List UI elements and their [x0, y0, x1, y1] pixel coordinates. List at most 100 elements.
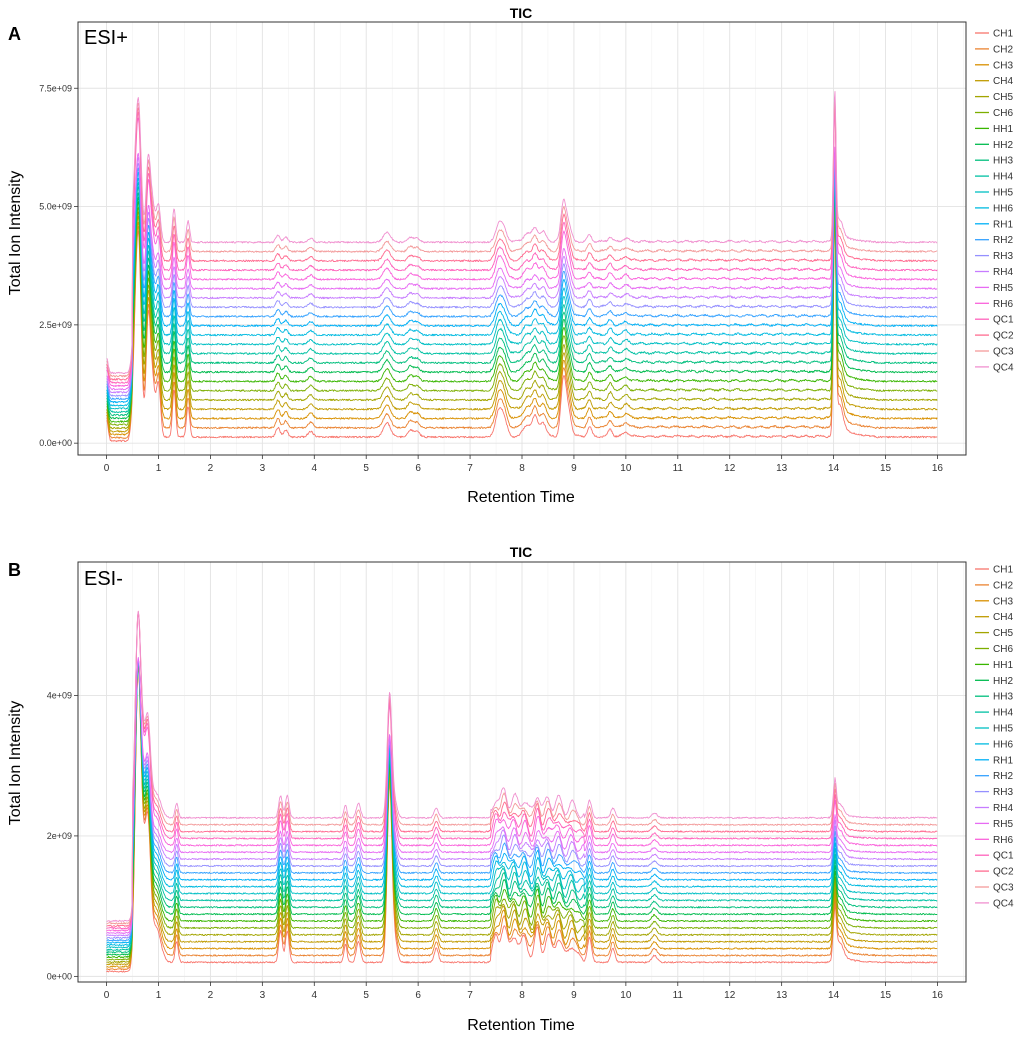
- x-tick-label: 1: [156, 463, 162, 474]
- legend-label: QC1: [993, 315, 1014, 326]
- x-tick-label: 14: [828, 463, 840, 474]
- series-line-hh5: [106, 660, 938, 949]
- y-axis-label: Total Ion Intensity: [7, 701, 24, 826]
- legend-label: RH6: [993, 835, 1013, 846]
- legend-label: QC3: [993, 347, 1014, 358]
- legend-label: RH2: [993, 235, 1013, 246]
- x-tick-label: 5: [363, 463, 369, 474]
- legend-label: HH4: [993, 708, 1013, 719]
- legend-label: CH1: [993, 29, 1013, 40]
- y-tick-label: 7.5e+09: [39, 83, 72, 93]
- x-tick-label: 4: [311, 990, 317, 1001]
- legend-label: RH3: [993, 787, 1013, 798]
- legend-label: HH5: [993, 724, 1013, 735]
- legend-label: RH1: [993, 755, 1013, 766]
- chart-title: TIC: [510, 5, 533, 21]
- series-line-ch1: [106, 221, 938, 443]
- panel-b: B TIC 0 1 2 3 4 5 6 7 8 9 10 11 12 13 14 15 160e+002e+09…: [7, 544, 1014, 1034]
- x-tick-label: 11: [673, 463, 684, 474]
- series-line-rh2: [106, 160, 938, 400]
- x-tick-label: 4: [311, 463, 317, 474]
- series-line-ch3: [106, 211, 938, 436]
- x-tick-label: 16: [932, 990, 944, 1001]
- x-tick-label: 15: [880, 463, 892, 474]
- series-line-hh2: [106, 188, 938, 420]
- legend-label: RH4: [993, 267, 1013, 278]
- legend-label: HH6: [993, 739, 1013, 750]
- x-tick-label: 7: [467, 990, 473, 1001]
- x-tick-label: 15: [880, 990, 892, 1001]
- x-tick-label: 13: [776, 463, 788, 474]
- series-line-ch6: [106, 197, 938, 426]
- legend-label: HH5: [993, 188, 1013, 199]
- legend-label: HH1: [993, 124, 1013, 135]
- legend-label: QC3: [993, 883, 1014, 894]
- series-line-rh3: [106, 156, 938, 397]
- series-line-rh6: [106, 612, 938, 932]
- series-line-hh4: [106, 179, 938, 413]
- y-tick-label: 2.5e+09: [39, 320, 72, 330]
- legend-label: QC2: [993, 331, 1014, 342]
- series-line-ch3: [106, 665, 938, 968]
- legend-label: CH4: [993, 612, 1013, 623]
- legend-label: RH2: [993, 771, 1013, 782]
- x-tick-label: 2: [208, 463, 214, 474]
- x-tick-label: 3: [260, 463, 266, 474]
- legend-label: RH3: [993, 251, 1013, 262]
- series-line-rh6: [106, 109, 938, 387]
- series-line-hh5: [106, 174, 938, 410]
- y-tick-label: 2e+09: [47, 831, 72, 841]
- series-line-ch2: [106, 665, 938, 971]
- series-line-ch6: [106, 663, 938, 961]
- x-tick-label: 6: [415, 463, 421, 474]
- legend-label: CH3: [993, 60, 1013, 71]
- x-tick-label: 12: [724, 463, 736, 474]
- series-line-ch4: [106, 207, 938, 433]
- legend: CH1 CH2 CH3 CH4 CH5 CH6 HH1 HH2 HH3 HH4 HH5 HH6 RH1 R…: [975, 29, 1014, 373]
- legend-label: CH5: [993, 628, 1013, 639]
- series-line-qc2: [106, 612, 938, 927]
- legend-label: HH4: [993, 172, 1013, 183]
- series-line-rh5: [106, 656, 938, 934]
- series-line-qc2: [106, 100, 938, 381]
- legend-label: CH6: [993, 108, 1013, 119]
- y-axis-label: Total Ion Intensity: [7, 171, 24, 296]
- legend-label: QC4: [993, 362, 1014, 373]
- legend-label: CH3: [993, 596, 1013, 607]
- series-line-hh2: [106, 662, 938, 956]
- legend-label: CH1: [993, 565, 1013, 576]
- series-line-rh1: [106, 165, 938, 404]
- series-line-hh3: [106, 661, 938, 954]
- x-tick-label: 8: [519, 990, 525, 1001]
- panel-letter: A: [8, 24, 21, 44]
- y-tick-label: 0.0e+00: [39, 438, 72, 448]
- series-line-ch1: [106, 666, 938, 973]
- series-line-hh6: [106, 660, 938, 947]
- series-line-qc3: [106, 95, 938, 378]
- y-tick-label: 0e+00: [47, 971, 72, 981]
- legend-label: CH2: [993, 44, 1013, 55]
- series-line-rh3: [106, 658, 938, 939]
- series-line-rh5: [106, 146, 938, 391]
- x-tick-label: 12: [724, 990, 736, 1001]
- series-line-ch2: [106, 216, 938, 439]
- x-tick-label: 10: [620, 990, 632, 1001]
- mode-annotation: ESI+: [84, 27, 128, 49]
- legend-label: CH6: [993, 644, 1013, 655]
- series-line-qc4: [106, 91, 938, 375]
- series-line-rh4: [106, 658, 938, 937]
- legend-label: RH5: [993, 283, 1013, 294]
- x-tick-label: 5: [363, 990, 369, 1001]
- series-line-hh6: [106, 169, 938, 407]
- x-tick-label: 8: [519, 463, 525, 474]
- legend-label: HH6: [993, 203, 1013, 214]
- series-line-qc4: [106, 610, 938, 923]
- series-line-ch5: [106, 663, 938, 963]
- series-line-hh1: [106, 663, 938, 959]
- legend-label: HH1: [993, 660, 1013, 671]
- legend-label: RH5: [993, 819, 1013, 830]
- legend-label: RH1: [993, 219, 1013, 230]
- series-line-hh1: [106, 193, 938, 423]
- x-tick-label: 9: [571, 990, 577, 1001]
